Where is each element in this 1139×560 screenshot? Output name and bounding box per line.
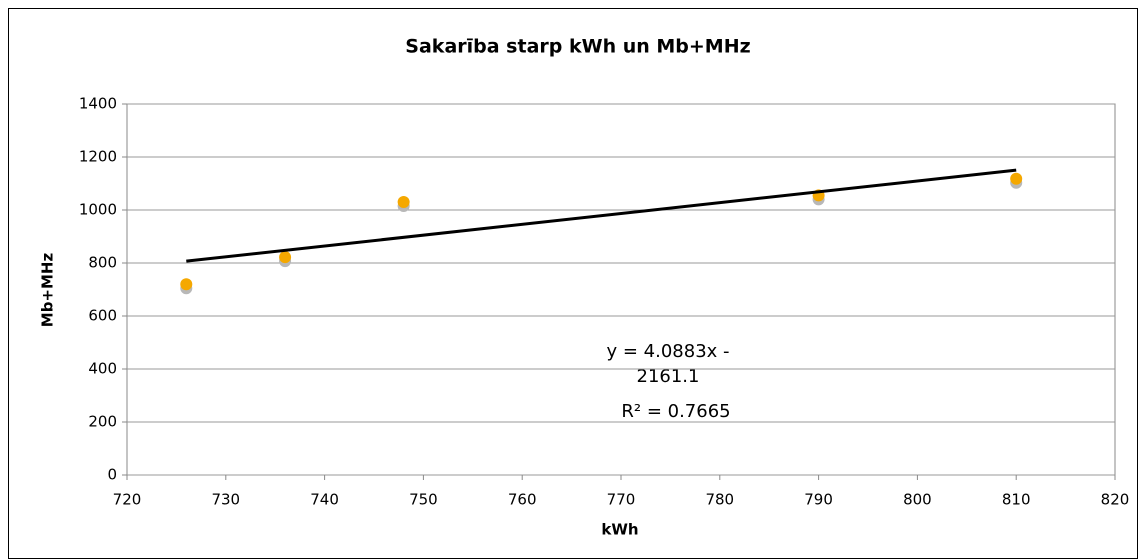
x-tick-label: 750	[409, 491, 438, 509]
x-tick-label: 780	[705, 491, 734, 509]
y-tick-label: 200	[88, 413, 117, 431]
y-tick-label: 400	[88, 360, 117, 378]
chart-border	[8, 8, 1138, 559]
y-tick-label: 1200	[79, 148, 117, 166]
annotation: 2161.1	[637, 366, 700, 387]
point	[180, 278, 193, 291]
x-tick-label: 760	[508, 491, 537, 509]
trendline	[186, 168, 1017, 263]
chart-title: Sakarība starp kWh un Mb+MHz	[405, 36, 750, 58]
y-tick-label: 600	[88, 307, 117, 325]
x-tick-label: 800	[903, 491, 932, 509]
x-tick-label: 820	[1101, 491, 1130, 509]
x-tick-label: 770	[607, 491, 636, 509]
x-tick-label: 790	[804, 491, 833, 509]
x-tick-label: 810	[1002, 491, 1031, 509]
point	[279, 251, 292, 264]
y-tick-label: 800	[88, 254, 117, 272]
y-tick-label: 1000	[79, 201, 117, 219]
x-tick-label: 720	[113, 491, 142, 509]
annotation: y = 4.0883x -	[606, 341, 729, 362]
point	[1010, 172, 1023, 185]
y-tick-label: 1400	[79, 95, 117, 113]
x-tick-label: 730	[211, 491, 240, 509]
point	[397, 196, 410, 209]
y-axis-title: Mb+MHz	[39, 253, 57, 328]
x-axis-title: kWh	[601, 521, 638, 539]
annotation: R² = 0.7665	[621, 401, 730, 422]
x-tick-label: 740	[310, 491, 339, 509]
y-tick-label: 0	[107, 466, 117, 484]
